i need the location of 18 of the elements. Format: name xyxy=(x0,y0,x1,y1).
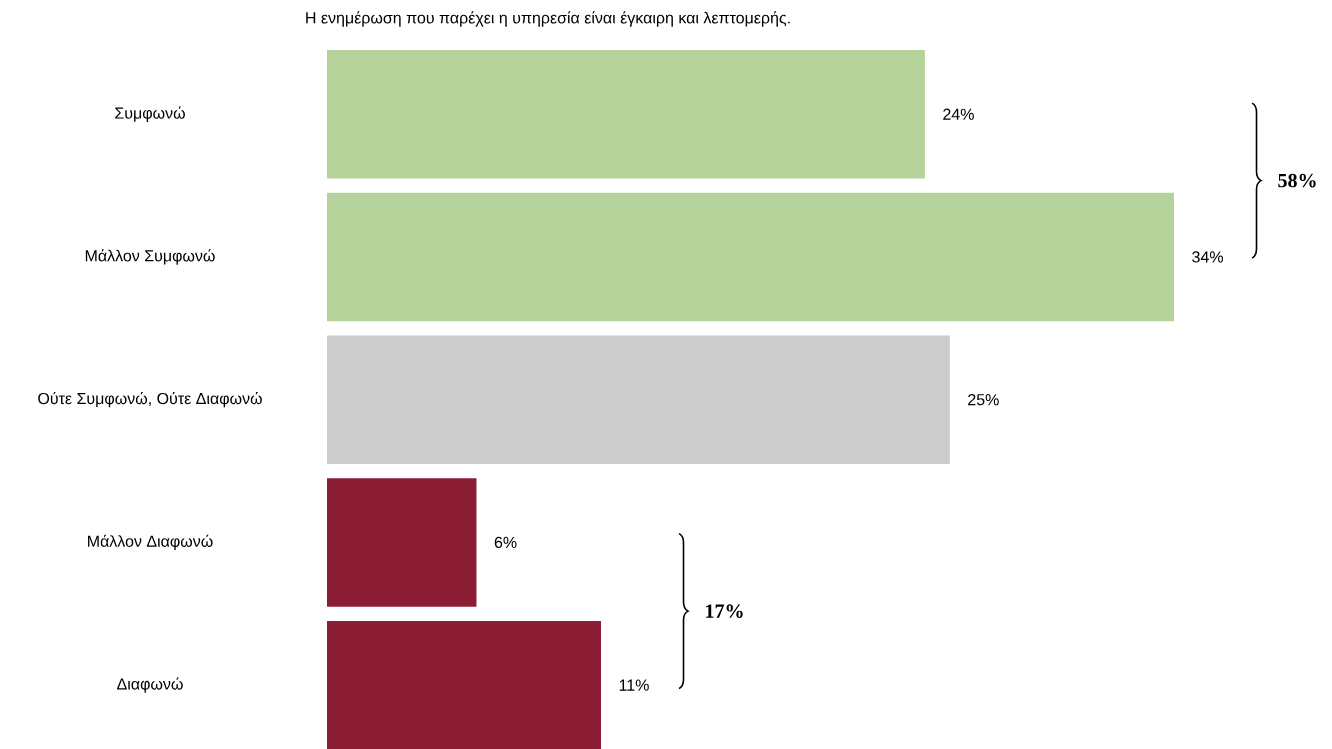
annotation: 17% xyxy=(706,604,743,618)
bar xyxy=(327,50,925,179)
data-label: 11% xyxy=(619,679,649,691)
data-label: 24% xyxy=(943,108,974,120)
text: 58% xyxy=(1278,173,1316,188)
y-tick-label: Συμφωνώ xyxy=(115,106,185,122)
bar xyxy=(327,192,1175,322)
bar xyxy=(327,335,950,464)
chart-title: Η ενημέρωση που παρέχει η υπηρεσία είναι έγκαιρη και λεπτομερής. xyxy=(306,11,790,27)
y-tick-label: Ούτε Συμφωνώ, Ούτε Διαφωνώ xyxy=(38,392,262,408)
y-tick-label: Μάλλον Διαφωνώ xyxy=(88,534,213,551)
y-tick-label: Διαφωνώ xyxy=(117,677,183,693)
bar xyxy=(327,620,602,749)
data-label: 6% xyxy=(494,536,517,549)
data-label: 25% xyxy=(968,394,999,406)
y-tick-label: Μάλλον Συμφωνώ xyxy=(85,249,215,265)
bar xyxy=(327,478,477,607)
data-label: 34% xyxy=(1192,251,1223,263)
